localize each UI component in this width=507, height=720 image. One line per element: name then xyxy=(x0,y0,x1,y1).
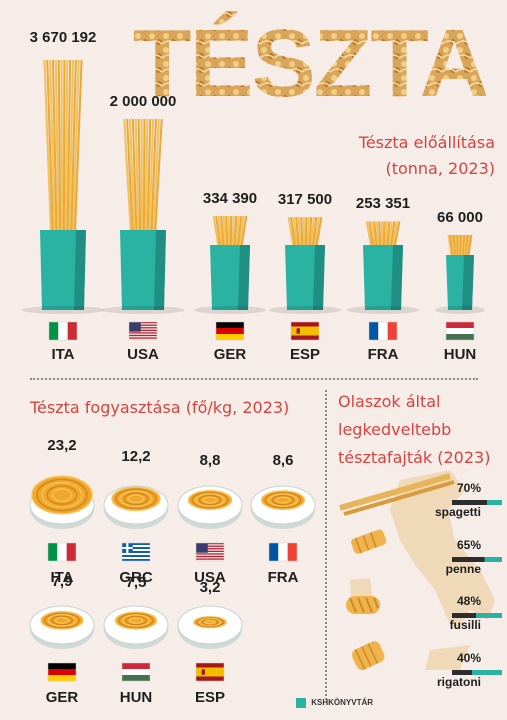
production-value-label: 66 000 xyxy=(437,209,483,226)
favorites-pasta-name: spagetti xyxy=(434,505,481,519)
rigatoni-icon xyxy=(351,641,385,670)
flag-ita-icon xyxy=(48,321,78,341)
production-bar-usa xyxy=(101,118,185,314)
production-bar-ger xyxy=(194,215,266,314)
flag-esp-icon xyxy=(195,662,225,682)
consumption-value-label: 23,2 xyxy=(47,437,77,454)
favorites-title-line1: Olaszok által xyxy=(338,392,441,411)
consumption-chart xyxy=(29,475,316,682)
consumption-value-label: 7,5 xyxy=(125,573,147,591)
production-bar-hun xyxy=(434,234,486,314)
production-value-label: 334 390 xyxy=(202,189,258,207)
production-country-code: USA xyxy=(127,346,159,363)
consumption-plate-grc xyxy=(103,485,169,529)
favorites-pasta-name: fusilli xyxy=(449,618,481,632)
consumption-plate-esp xyxy=(177,605,243,649)
flag-esp-icon xyxy=(290,321,320,341)
production-country-code: ESP xyxy=(289,346,320,363)
consumption-plate-ita xyxy=(29,475,95,529)
flag-ger-icon xyxy=(47,662,77,682)
flag-fra-icon xyxy=(268,542,298,562)
fusilli-icon xyxy=(346,596,380,614)
consumption-value-label: 3,2 xyxy=(199,578,221,596)
favorites-bar-rigatoni xyxy=(452,670,502,675)
favorites-chart xyxy=(339,470,502,675)
favorites-pasta-name: penne xyxy=(445,562,481,576)
favorites-percent-label: 65% xyxy=(456,538,481,552)
flag-fra-icon xyxy=(368,321,398,341)
italy-map xyxy=(350,470,495,670)
favorites-pasta-name: rigatoni xyxy=(437,675,481,689)
consumption-country-code: GRC xyxy=(119,569,153,586)
footer-logo: KSHKÖNYVTÁR xyxy=(296,698,373,708)
consumption-value-label: 8,8 xyxy=(199,452,221,470)
consumption-title: Tészta fogyasztása (fő/kg, 2023) xyxy=(30,398,290,417)
flag-usa-icon xyxy=(128,321,158,341)
flag-hun-icon xyxy=(445,321,475,341)
flag-ita-icon xyxy=(47,542,77,562)
production-value-label: 317 500 xyxy=(277,191,333,209)
consumption-plate-fra xyxy=(250,485,316,529)
production-title: Tészta előállítása (tonna, 2023) xyxy=(359,130,495,182)
production-country-code: FRA xyxy=(367,346,399,363)
production-country-code: GER xyxy=(213,346,247,363)
flag-grc-icon xyxy=(121,542,151,562)
production-chart xyxy=(21,60,486,341)
divider-vertical xyxy=(325,390,327,700)
favorites-percent-label: 48% xyxy=(456,594,481,608)
consumption-value-label: 8,6 xyxy=(272,452,294,470)
production-value-label: 253 351 xyxy=(355,195,411,213)
favorites-title: Olaszok által legkedveltebb tésztafajták… xyxy=(338,388,490,472)
favorites-bar-fusilli xyxy=(452,613,502,618)
consumption-country-code: USA xyxy=(194,569,226,586)
consumption-plate-ger xyxy=(29,605,95,649)
spaghetti-icon xyxy=(339,473,455,516)
divider-horizontal xyxy=(30,378,478,380)
flag-ger-icon xyxy=(215,321,245,341)
production-bar-fra xyxy=(347,221,419,314)
production-title-line1: Tészta előállítása xyxy=(358,133,495,152)
production-value-label: 3 670 192 xyxy=(29,29,97,46)
consumption-country-code: ESP xyxy=(194,689,225,706)
consumption-country-code: HUN xyxy=(119,689,153,706)
production-title-line2: (tonna, 2023) xyxy=(385,159,495,178)
flag-hun-icon xyxy=(121,662,151,682)
favorites-bar-penne xyxy=(452,557,502,562)
consumption-plate-usa xyxy=(177,485,243,529)
favorites-title-line3: tésztafajták (2023) xyxy=(338,448,491,467)
consumption-value-label: 12,2 xyxy=(121,448,151,466)
consumption-country-code: GER xyxy=(45,689,79,706)
favorites-percent-label: 70% xyxy=(456,481,481,495)
production-bar-ita xyxy=(21,60,105,314)
production-country-code: HUN xyxy=(443,346,477,363)
penne-icon xyxy=(351,529,387,554)
production-value-label: 2 000 000 xyxy=(109,93,177,110)
consumption-value-label: 7,9 xyxy=(51,573,73,591)
favorites-bar-spagetti xyxy=(452,500,502,505)
favorites-title-line2: legkedveltebb xyxy=(338,420,452,439)
page-title: TÉSZTA xyxy=(120,4,500,117)
book-icon xyxy=(296,698,306,708)
title-text: TÉSZTA xyxy=(133,10,487,104)
production-country-code: ITA xyxy=(51,346,75,363)
consumption-country-code: FRA xyxy=(267,569,299,586)
favorites-percent-label: 40% xyxy=(456,651,481,665)
flag-usa-icon xyxy=(195,542,225,562)
consumption-country-code: ITA xyxy=(50,569,74,586)
footer-logo-text: KSHKÖNYVTÁR xyxy=(311,698,374,708)
consumption-plate-hun xyxy=(103,605,169,649)
production-bar-esp xyxy=(269,216,341,314)
